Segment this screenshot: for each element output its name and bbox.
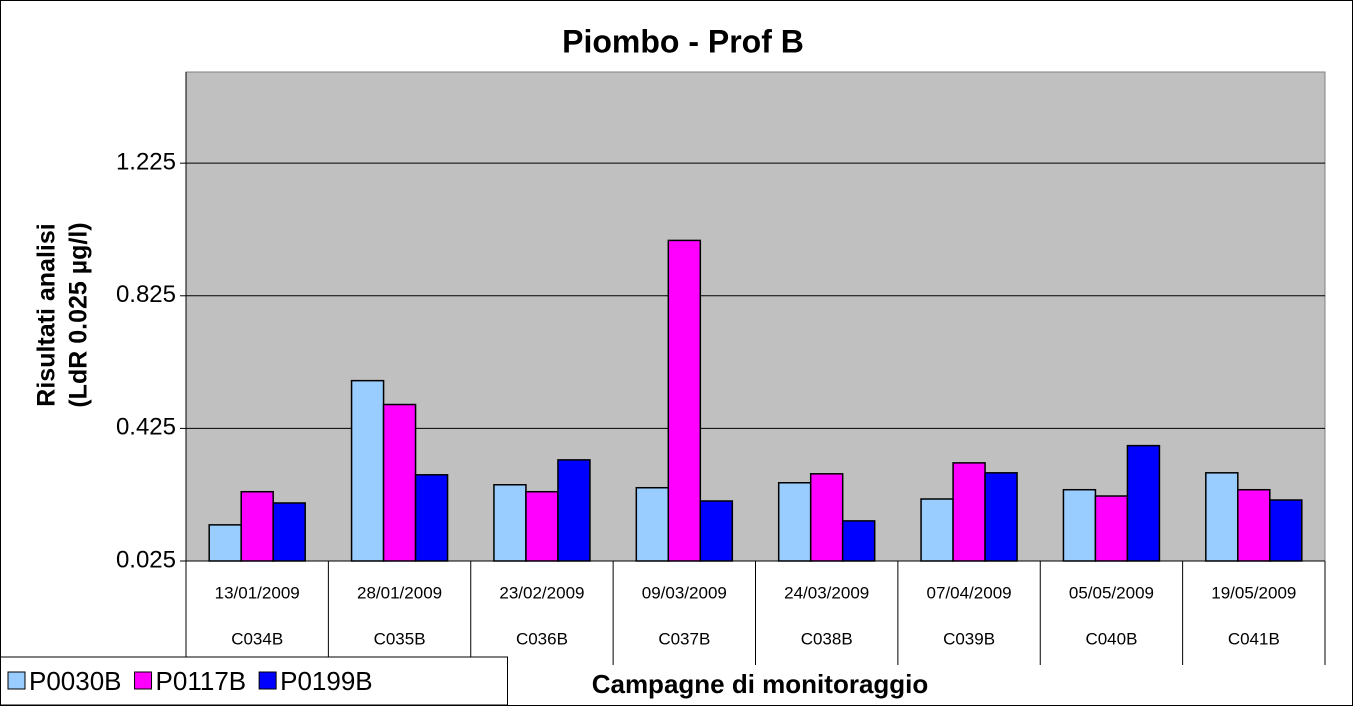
legend-label: P0117B bbox=[156, 666, 247, 696]
x-tick-label: 09/03/2009 bbox=[642, 583, 727, 602]
y-tick-label: 0.825 bbox=[116, 281, 176, 308]
y-tick-label: 0.025 bbox=[116, 546, 176, 573]
bar bbox=[1205, 472, 1239, 562]
bar bbox=[1094, 495, 1129, 562]
y-tick-label: 1.225 bbox=[116, 149, 176, 176]
bar bbox=[635, 486, 670, 562]
x-tick-group-label: C037B bbox=[658, 629, 710, 648]
x-tick-group-label: C038B bbox=[801, 629, 853, 648]
x-tick-group-label: C040B bbox=[1085, 629, 1137, 648]
bar bbox=[525, 490, 559, 562]
x-tick-label: 24/03/2009 bbox=[784, 583, 869, 602]
x-tick-label: 19/05/2009 bbox=[1211, 583, 1296, 602]
y-axis-label-line: (LdR 0.025 µg/l) bbox=[65, 222, 93, 407]
bar bbox=[1237, 488, 1271, 562]
x-tick-label: 23/02/2009 bbox=[499, 583, 584, 602]
y-axis-label: Risultati analisi (LdR 0.025 µg/l) bbox=[33, 222, 93, 407]
bar bbox=[1126, 444, 1161, 562]
x-tick-label: 13/01/2009 bbox=[215, 583, 300, 602]
legend-swatch bbox=[7, 671, 26, 690]
bar bbox=[952, 462, 986, 562]
legend-label: P0199B bbox=[280, 666, 373, 696]
x-tick-group-label: C039B bbox=[943, 629, 995, 648]
bar bbox=[1269, 499, 1303, 562]
bar bbox=[920, 498, 954, 562]
y-tick-label: 0.425 bbox=[116, 414, 176, 441]
bar bbox=[841, 520, 876, 562]
legend-label: P0030B bbox=[29, 666, 122, 696]
x-axis-label: Campagne di monitoraggio bbox=[592, 669, 929, 699]
bar bbox=[272, 502, 306, 562]
bar bbox=[208, 524, 242, 562]
bar bbox=[414, 474, 449, 562]
y-axis-label-line: Risultati analisi bbox=[33, 223, 61, 406]
bar bbox=[667, 239, 702, 562]
bar bbox=[699, 500, 734, 562]
bar bbox=[557, 459, 591, 562]
x-tick-label: 28/01/2009 bbox=[357, 583, 442, 602]
chart-title: Piombo - Prof B bbox=[562, 23, 804, 59]
bar bbox=[493, 483, 527, 562]
x-tick-group-label: C034B bbox=[231, 629, 283, 648]
bar bbox=[240, 490, 274, 562]
x-tick-label: 07/04/2009 bbox=[927, 583, 1012, 602]
x-tick-group-label: C036B bbox=[516, 629, 568, 648]
x-tick-group-label: C041B bbox=[1228, 629, 1280, 648]
x-tick-group-label: C035B bbox=[374, 629, 426, 648]
legend-swatch bbox=[258, 671, 277, 690]
bar bbox=[350, 379, 385, 562]
bar bbox=[382, 403, 417, 562]
legend: P0030B P0117B P0199B bbox=[0, 656, 508, 706]
bar bbox=[809, 473, 844, 562]
bar bbox=[777, 482, 812, 562]
bar bbox=[1062, 488, 1097, 562]
legend-box bbox=[0, 656, 508, 706]
x-tick-label: 05/05/2009 bbox=[1069, 583, 1154, 602]
bar bbox=[984, 472, 1018, 562]
legend-swatch bbox=[134, 671, 153, 690]
